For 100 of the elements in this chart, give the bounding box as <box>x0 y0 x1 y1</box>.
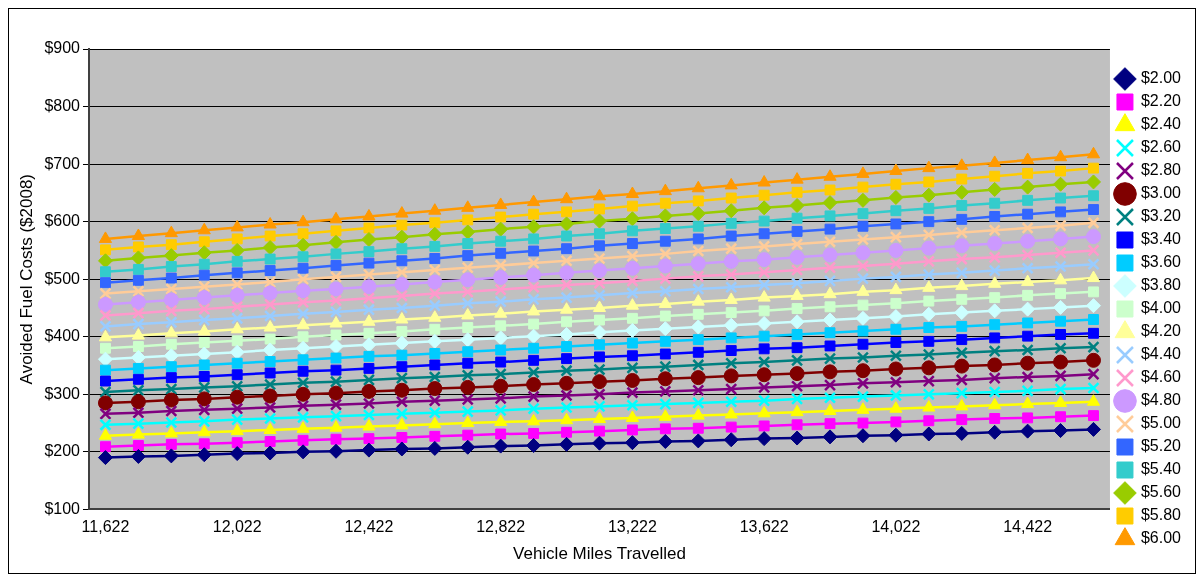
point <box>659 272 672 285</box>
point <box>625 186 639 199</box>
point <box>165 261 177 272</box>
point <box>824 184 836 196</box>
point <box>264 436 276 447</box>
point <box>1022 330 1034 342</box>
point <box>824 210 836 222</box>
point <box>923 335 935 347</box>
point <box>495 320 507 332</box>
point <box>659 247 672 261</box>
point <box>921 360 937 376</box>
point <box>461 200 475 212</box>
point <box>527 402 540 415</box>
point <box>591 263 607 279</box>
point <box>527 256 540 270</box>
point <box>757 355 771 369</box>
point <box>856 259 870 273</box>
point <box>100 441 111 453</box>
point <box>987 357 1003 373</box>
point <box>362 373 376 387</box>
point <box>263 217 277 229</box>
point <box>888 361 904 377</box>
point <box>1020 301 1036 317</box>
point <box>1054 260 1067 273</box>
point <box>1020 233 1036 249</box>
point <box>1085 174 1101 190</box>
point <box>100 364 111 376</box>
point <box>460 224 476 240</box>
point <box>296 296 310 309</box>
point <box>428 310 442 322</box>
point <box>329 294 343 307</box>
point <box>659 397 672 411</box>
legend-label: $2.80 <box>1140 161 1182 179</box>
point <box>396 361 408 373</box>
point <box>824 340 836 352</box>
point <box>822 364 838 380</box>
point <box>624 372 640 388</box>
point <box>723 203 739 219</box>
point <box>361 383 377 399</box>
point <box>594 228 605 240</box>
point <box>231 335 243 347</box>
point <box>561 243 572 255</box>
point <box>559 436 575 452</box>
point <box>231 437 243 449</box>
point <box>165 372 177 384</box>
point <box>855 310 871 326</box>
point <box>822 312 838 328</box>
point <box>163 348 179 364</box>
point <box>100 342 111 354</box>
point <box>395 417 409 430</box>
point <box>329 305 343 319</box>
point <box>756 200 772 216</box>
point <box>987 236 1003 252</box>
point <box>263 401 277 414</box>
point <box>757 240 771 253</box>
point <box>198 313 211 327</box>
point <box>561 206 572 218</box>
point <box>164 425 178 438</box>
point <box>362 419 376 431</box>
point <box>560 278 573 292</box>
point <box>428 263 442 277</box>
point <box>692 244 705 258</box>
point <box>165 416 178 429</box>
point <box>756 316 772 332</box>
point <box>561 353 572 365</box>
point <box>955 386 968 400</box>
point <box>262 285 278 301</box>
point <box>263 422 277 434</box>
point <box>989 413 1001 424</box>
point <box>362 291 376 305</box>
point <box>461 285 474 299</box>
point <box>428 299 442 312</box>
point <box>98 329 113 342</box>
point <box>1088 286 1099 298</box>
legend-label: $4.40 <box>1140 345 1182 363</box>
point <box>428 203 442 215</box>
point <box>791 212 803 224</box>
point <box>527 281 540 294</box>
y-tick-label: $200 <box>44 442 81 460</box>
point <box>231 402 244 415</box>
point <box>757 266 771 279</box>
point <box>724 177 738 190</box>
legend-label: $3.00 <box>1140 184 1182 202</box>
point <box>857 208 869 220</box>
point <box>99 418 112 431</box>
point <box>164 325 178 338</box>
point <box>593 289 606 302</box>
point <box>1022 194 1034 206</box>
point <box>494 392 507 405</box>
point <box>1086 394 1101 406</box>
point <box>922 268 936 281</box>
point <box>98 428 113 440</box>
point <box>429 323 441 335</box>
point <box>692 195 704 207</box>
point <box>725 268 738 281</box>
point <box>724 406 738 419</box>
point <box>296 307 310 320</box>
point <box>923 176 935 188</box>
legend-label: $2.00 <box>1140 69 1182 87</box>
point <box>758 343 770 355</box>
